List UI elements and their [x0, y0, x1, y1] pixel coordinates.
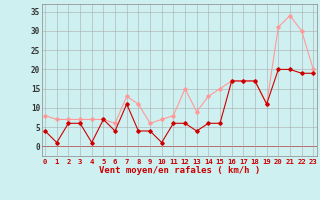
X-axis label: Vent moyen/en rafales ( km/h ): Vent moyen/en rafales ( km/h ) — [99, 166, 260, 175]
